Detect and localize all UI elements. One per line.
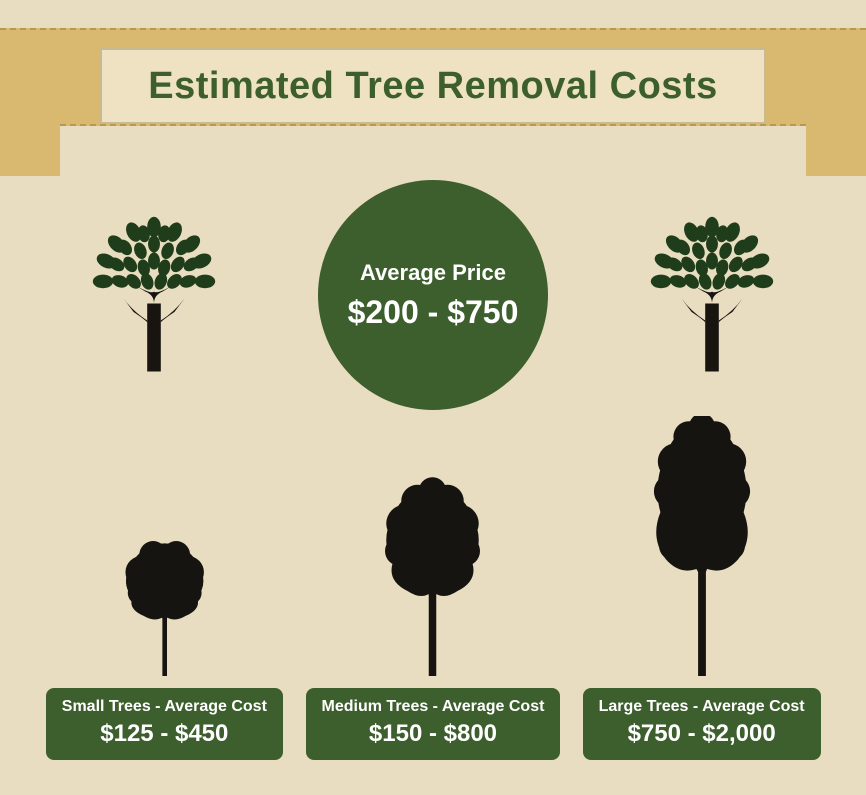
decorative-tree-icon-left	[69, 210, 239, 380]
large-tree-icon	[637, 426, 767, 676]
content-area: Average Price $200 - $750	[0, 160, 866, 795]
medium-tree-icon	[370, 426, 495, 676]
average-price-label: Average Price	[360, 260, 506, 286]
large-tree-column: Large Trees - Average Cost $750 - $2,000	[572, 426, 832, 760]
small-tree-cost-label: Small Trees - Average Cost	[62, 698, 267, 716]
large-tree-cost-value: $750 - $2,000	[599, 720, 805, 748]
small-tree-cost-value: $125 - $450	[62, 720, 267, 748]
medium-tree-cost-value: $150 - $800	[322, 720, 545, 748]
bottom-row: Small Trees - Average Cost $125 - $450	[0, 440, 866, 760]
small-tree-cost-box: Small Trees - Average Cost $125 - $450	[46, 688, 283, 760]
large-tree-cost-label: Large Trees - Average Cost	[599, 698, 805, 716]
medium-tree-cost-label: Medium Trees - Average Cost	[322, 698, 545, 716]
small-tree-column: Small Trees - Average Cost $125 - $450	[34, 426, 294, 760]
medium-tree-cost-box: Medium Trees - Average Cost $150 - $800	[306, 688, 561, 760]
title-box: Estimated Tree Removal Costs	[100, 48, 766, 124]
small-tree-icon	[107, 426, 222, 676]
large-tree-cost-box: Large Trees - Average Cost $750 - $2,000	[583, 688, 821, 760]
average-price-value: $200 - $750	[348, 294, 519, 331]
page-title: Estimated Tree Removal Costs	[148, 65, 717, 108]
decorative-tree-icon-right	[627, 210, 797, 380]
medium-tree-column: Medium Trees - Average Cost $150 - $800	[303, 426, 563, 760]
average-price-circle: Average Price $200 - $750	[318, 180, 548, 410]
top-row: Average Price $200 - $750	[0, 160, 866, 410]
